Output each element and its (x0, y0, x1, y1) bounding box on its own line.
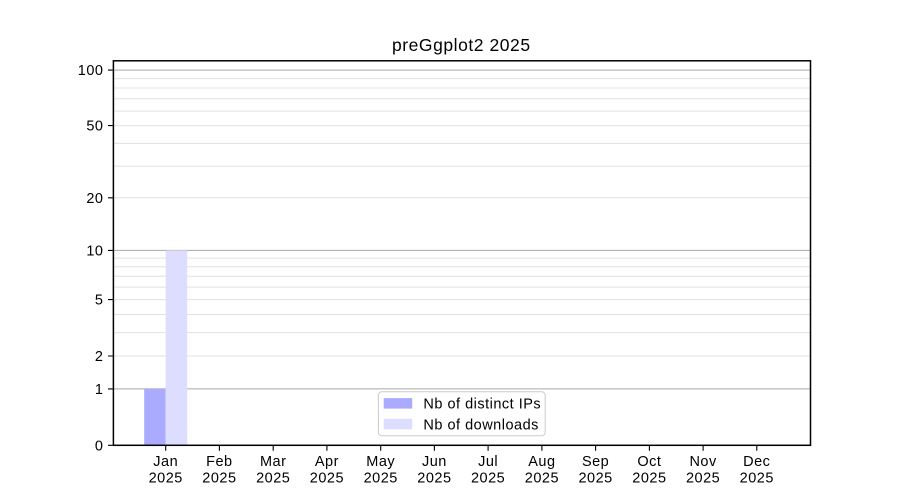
svg-text:Nb of distinct IPs: Nb of distinct IPs (423, 397, 541, 413)
svg-text:2025: 2025 (471, 470, 505, 486)
svg-text:1: 1 (95, 382, 104, 398)
svg-text:2025: 2025 (578, 470, 612, 486)
svg-text:2025: 2025 (256, 470, 290, 486)
svg-text:Jan: Jan (153, 454, 178, 470)
svg-text:2025: 2025 (632, 470, 666, 486)
svg-text:2025: 2025 (686, 470, 720, 486)
svg-text:50: 50 (86, 119, 103, 135)
svg-text:Mar: Mar (260, 454, 286, 470)
svg-text:10: 10 (86, 244, 103, 260)
svg-text:Dec: Dec (743, 454, 770, 470)
svg-text:Oct: Oct (637, 454, 661, 470)
svg-text:May: May (366, 454, 395, 470)
svg-text:Jun: Jun (422, 454, 447, 470)
svg-text:Sep: Sep (582, 454, 609, 470)
svg-text:preGgplot2 2025: preGgplot2 2025 (392, 35, 531, 55)
svg-text:Aug: Aug (528, 454, 555, 470)
svg-text:0: 0 (95, 438, 104, 454)
svg-text:100: 100 (78, 63, 104, 79)
svg-text:2025: 2025 (149, 470, 183, 486)
svg-text:2: 2 (95, 349, 104, 365)
svg-text:5: 5 (95, 293, 104, 309)
svg-text:Nov: Nov (689, 454, 717, 470)
svg-text:2025: 2025 (525, 470, 559, 486)
svg-text:Nb of downloads: Nb of downloads (423, 417, 539, 433)
svg-text:2025: 2025 (202, 470, 236, 486)
svg-text:2025: 2025 (417, 470, 451, 486)
svg-text:2025: 2025 (740, 470, 774, 486)
svg-text:2025: 2025 (364, 470, 398, 486)
svg-text:Feb: Feb (206, 454, 233, 470)
svg-text:2025: 2025 (310, 470, 344, 486)
svg-text:Jul: Jul (478, 454, 498, 470)
svg-text:20: 20 (86, 191, 103, 207)
svg-text:Apr: Apr (315, 454, 339, 470)
